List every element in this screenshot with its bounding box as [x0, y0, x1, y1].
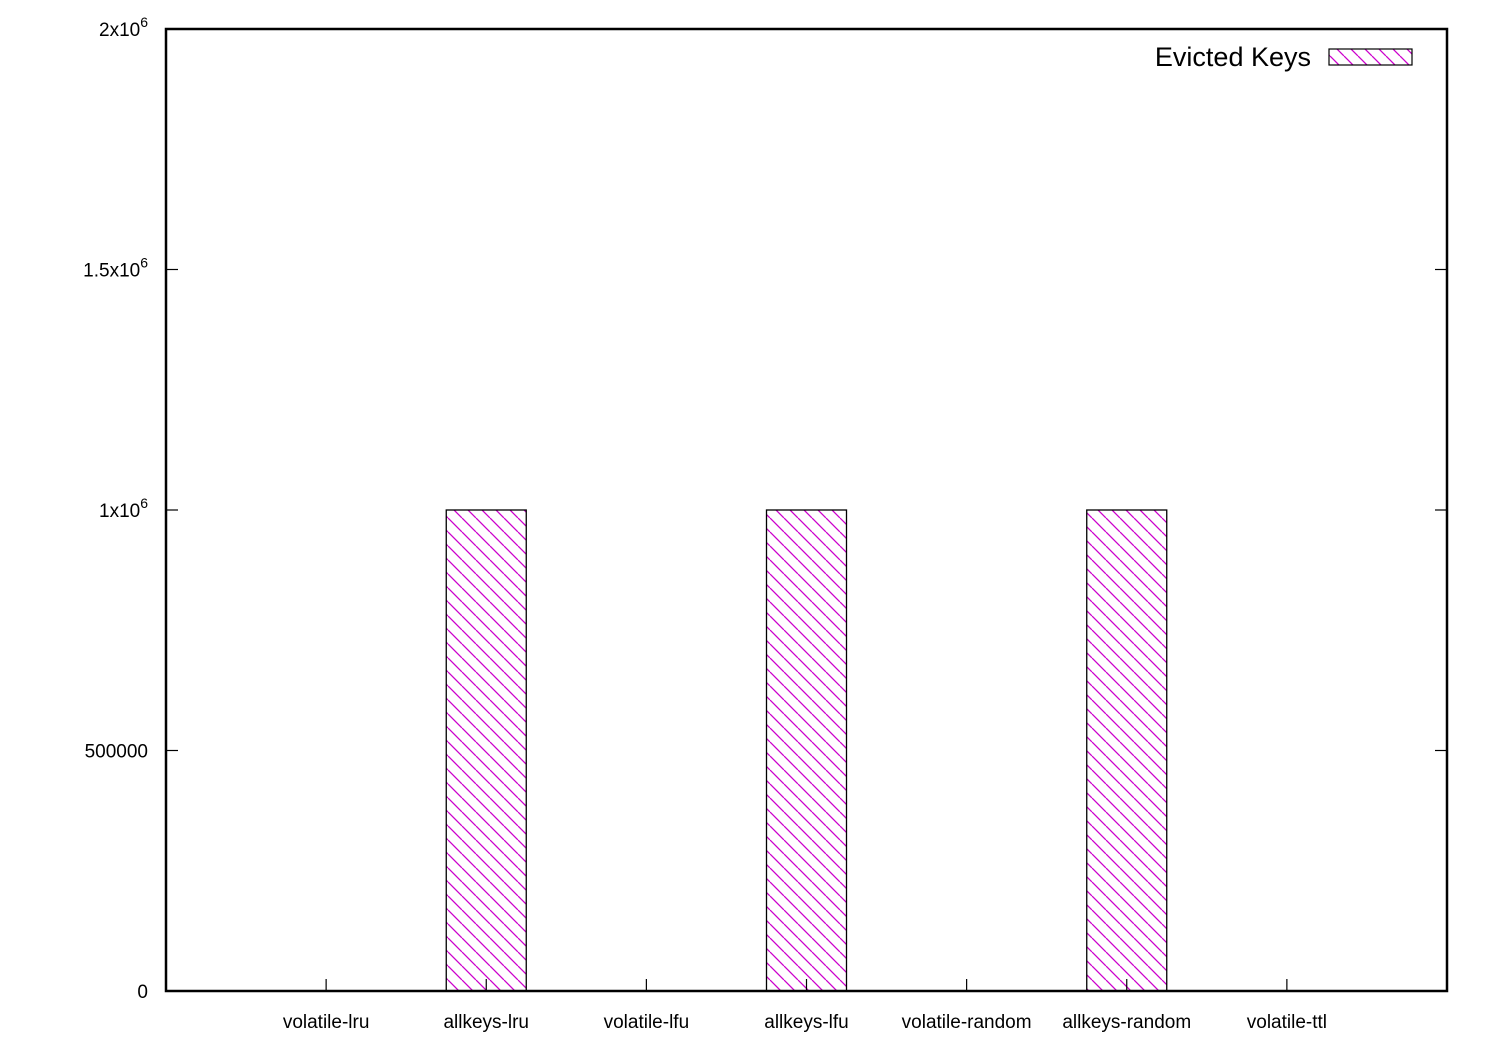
- x-tick-label: allkeys-lfu: [764, 1012, 848, 1033]
- x-tick-label: allkeys-lru: [443, 1012, 529, 1033]
- y-tick-label: 1.5x106: [83, 255, 148, 282]
- y-tick-label: 2x106: [99, 14, 148, 41]
- x-tick-label: volatile-lru: [283, 1012, 370, 1033]
- plot-frame: [164, 27, 1449, 993]
- x-tick-label: volatile-lfu: [604, 1012, 690, 1033]
- bar-allkeys-random: [1086, 509, 1168, 992]
- x-tick-label: volatile-ttl: [1247, 1012, 1327, 1033]
- bar-allkeys-lru: [445, 509, 527, 992]
- x-tick-label: allkeys-random: [1062, 1012, 1191, 1033]
- legend-swatch: [1328, 48, 1413, 66]
- y-tick-label: 0: [137, 982, 148, 1003]
- bars-layer: [445, 509, 1168, 992]
- y-tick-label: 500000: [85, 742, 148, 763]
- x-tick-label: volatile-random: [902, 1012, 1032, 1033]
- bar-allkeys-lfu: [765, 509, 848, 992]
- y-axis: 0 500000 1x106 1.5x106 2x106: [83, 14, 1447, 1003]
- x-axis: volatile-lru allkeys-lru volatile-lfu allke…: [283, 979, 1327, 1033]
- legend-label: Evicted Keys: [1155, 42, 1311, 72]
- legend: Evicted Keys: [1155, 42, 1413, 72]
- y-tick-label: 1x106: [99, 495, 148, 522]
